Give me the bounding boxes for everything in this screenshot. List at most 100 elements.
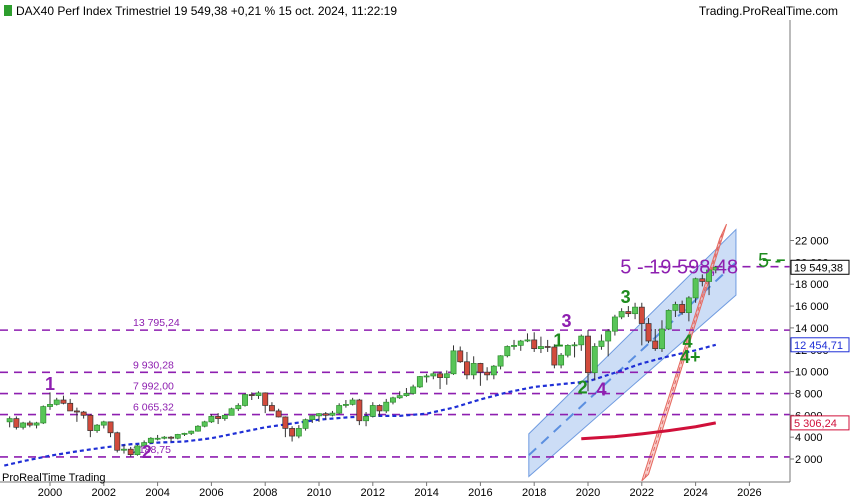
candle-up bbox=[188, 430, 195, 434]
site-label: Trading.ProRealTime.com bbox=[698, 4, 838, 18]
candle-down bbox=[87, 414, 94, 431]
candle-up bbox=[383, 401, 390, 412]
candle-up bbox=[33, 422, 40, 426]
candle-up bbox=[665, 310, 672, 330]
x-tick-label: 2022 bbox=[630, 487, 654, 499]
y-tick-label: 6 000 bbox=[795, 410, 823, 422]
candle-down bbox=[484, 371, 491, 376]
wave-label: 1 bbox=[45, 374, 55, 394]
candle-up bbox=[161, 436, 168, 439]
candle-down bbox=[248, 394, 255, 396]
wave-label: 4+ bbox=[680, 347, 701, 367]
candle-up bbox=[578, 335, 585, 346]
sma50-tag: 12 454,71 bbox=[794, 340, 843, 352]
y-tick-label: 22 000 bbox=[795, 236, 829, 248]
x-tick-label: 2006 bbox=[199, 487, 223, 499]
candle-up bbox=[672, 304, 679, 311]
candle-up bbox=[632, 306, 639, 315]
wave-label: 3 bbox=[561, 311, 571, 331]
candle-up bbox=[511, 345, 517, 347]
legend: Prix SMA (50) SMA (200) bbox=[2, 22, 194, 38]
y-tick-label: 10 000 bbox=[795, 367, 829, 379]
candle-down bbox=[376, 405, 383, 412]
y-tick-label: 8 000 bbox=[795, 388, 823, 400]
sma50-line bbox=[4, 343, 717, 467]
candle-up bbox=[221, 414, 228, 419]
candle-up bbox=[537, 346, 544, 350]
candle-up bbox=[94, 424, 101, 431]
candle-up bbox=[390, 397, 396, 403]
candle-up bbox=[100, 421, 107, 426]
sma50-tag-box bbox=[790, 337, 850, 353]
candle-down bbox=[127, 448, 134, 455]
level-label: 13 795,24 bbox=[133, 317, 180, 329]
candle-down bbox=[268, 405, 275, 412]
chart-title: DAX40 Perf Index Trimestriel 19 549,38 +… bbox=[4, 4, 397, 18]
sma200-tag-box bbox=[790, 415, 850, 431]
chart-title-text: DAX40 Perf Index Trimestriel 19 549,38 +… bbox=[16, 4, 398, 18]
x-tick-label: 2014 bbox=[414, 487, 438, 499]
target-label: 5 - 19 598,48 bbox=[620, 257, 738, 279]
price-swatch bbox=[6, 25, 15, 35]
candle-down bbox=[26, 422, 33, 426]
y-tick-label: 4 000 bbox=[795, 432, 823, 444]
candle-up bbox=[53, 399, 60, 405]
level-label: 9 930,28 bbox=[133, 359, 174, 371]
candle-down bbox=[13, 418, 20, 428]
candle-up bbox=[403, 393, 410, 396]
candle-up bbox=[154, 437, 161, 440]
candle-up bbox=[121, 448, 127, 451]
candle-down bbox=[60, 399, 67, 404]
candle-up bbox=[470, 363, 477, 376]
candle-down bbox=[275, 410, 282, 418]
candle-up bbox=[235, 405, 242, 410]
x-tick-label: 2024 bbox=[683, 487, 707, 499]
legend-item-sma50[interactable]: SMA (50) bbox=[45, 22, 115, 38]
candle-up bbox=[208, 416, 215, 423]
wave-label: 4 bbox=[596, 380, 606, 400]
candle-up bbox=[591, 346, 598, 374]
last-price-tag: 19 549,38 bbox=[794, 262, 843, 274]
candle-up bbox=[181, 432, 188, 435]
candle-down bbox=[652, 340, 659, 350]
candle-up bbox=[706, 269, 713, 282]
legend-item-price[interactable]: Prix bbox=[2, 22, 44, 38]
candle-up bbox=[20, 422, 27, 428]
candle-down bbox=[638, 306, 645, 324]
candle-up bbox=[618, 311, 625, 318]
plot-area bbox=[0, 20, 790, 482]
x-tick-label: 2026 bbox=[737, 487, 761, 499]
candle-down bbox=[282, 416, 289, 429]
candle-down bbox=[80, 411, 87, 416]
candle-down bbox=[107, 421, 114, 434]
y-tick-label: 16 000 bbox=[795, 301, 829, 313]
y-tick-label: 2 000 bbox=[795, 454, 823, 466]
candle-up bbox=[685, 297, 692, 313]
x-tick-label: 2000 bbox=[38, 487, 62, 499]
candle-up bbox=[295, 428, 302, 437]
candle-down bbox=[699, 278, 706, 282]
candle-down bbox=[585, 335, 591, 374]
candle-up bbox=[490, 365, 497, 376]
candle-up bbox=[611, 316, 618, 332]
candle-up bbox=[228, 408, 235, 416]
candle-up bbox=[349, 399, 356, 405]
candle-down bbox=[437, 373, 444, 378]
level-label: 6 065,32 bbox=[133, 402, 174, 414]
x-tick-label: 2002 bbox=[92, 487, 116, 499]
y-tick-label: 14 000 bbox=[795, 323, 829, 335]
x-axis-area bbox=[0, 482, 850, 500]
candle-down bbox=[356, 399, 363, 422]
candle-up bbox=[517, 340, 524, 346]
candle-up bbox=[302, 419, 309, 429]
candle-up bbox=[40, 406, 47, 424]
candle-down bbox=[679, 304, 686, 313]
trend-channel-midline bbox=[528, 261, 737, 456]
legend-item-sma200[interactable]: SMA (200) bbox=[116, 22, 192, 38]
candle-down bbox=[262, 392, 269, 406]
x-tick-label: 2008 bbox=[253, 487, 277, 499]
plot-layer: 13 795,24 9 930,28 7 992,00 6 065,32 2188,75… bbox=[0, 223, 790, 482]
candle-down bbox=[531, 339, 538, 350]
